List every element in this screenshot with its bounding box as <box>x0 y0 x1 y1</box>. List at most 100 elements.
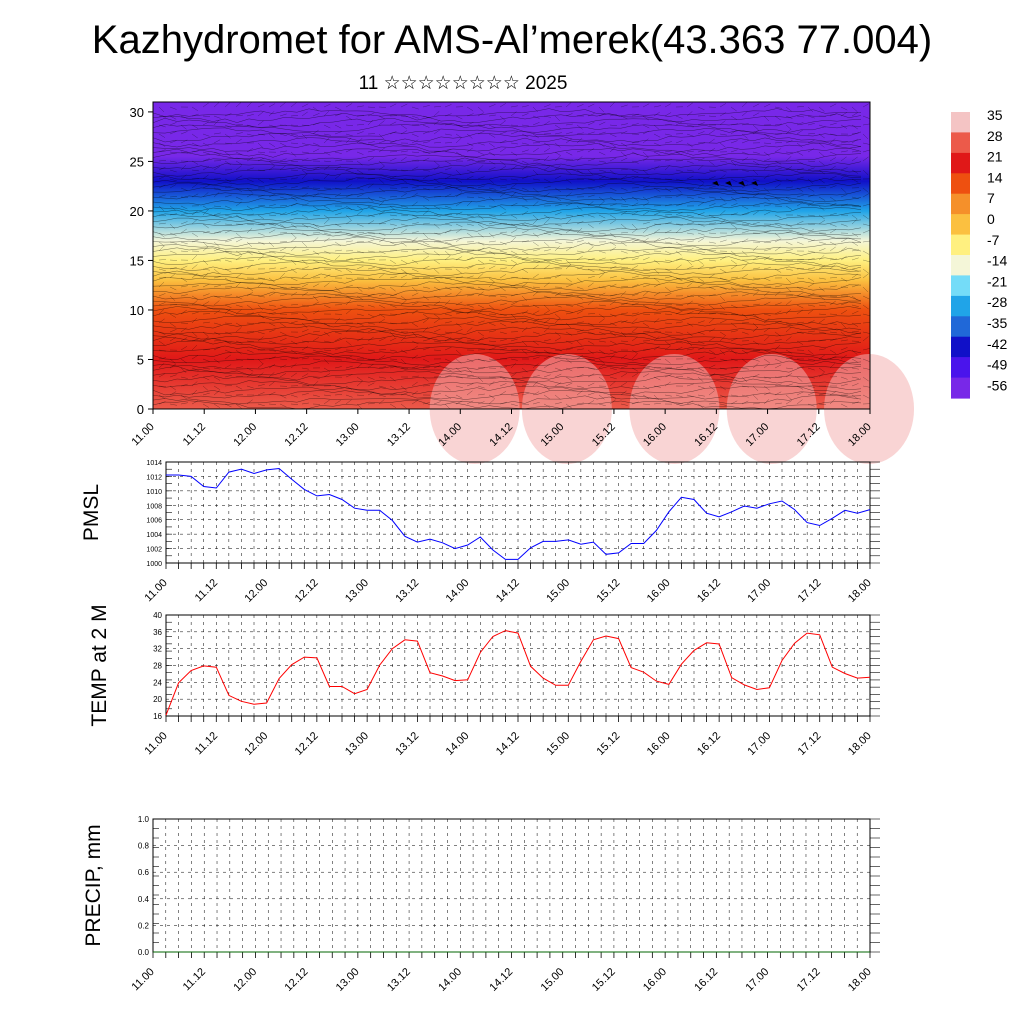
wind-barb <box>444 193 452 198</box>
wind-barb <box>257 313 264 319</box>
wind-barb <box>323 196 331 199</box>
colorbar-label: -35 <box>987 315 1007 331</box>
wind-barb <box>862 187 869 193</box>
wind-barb <box>411 186 419 189</box>
wind-barb <box>477 376 484 383</box>
wind-barb <box>411 375 419 378</box>
wind-barb <box>587 367 595 370</box>
wind-barb <box>818 331 826 334</box>
wind-barb <box>213 115 221 119</box>
wind-barb <box>565 294 573 297</box>
wind-barb <box>213 346 221 351</box>
wind-barb <box>587 300 594 306</box>
wind-barb <box>202 336 209 342</box>
wind-barb <box>631 318 638 324</box>
wind-barb <box>719 112 727 117</box>
wind-barb <box>367 119 374 126</box>
wind-barb <box>169 140 177 144</box>
wind-barb <box>466 232 473 238</box>
wind-barb <box>697 295 705 299</box>
wind-barb <box>378 267 386 270</box>
wind-barb <box>521 240 529 243</box>
wind-barb <box>400 223 408 226</box>
wind-barb <box>499 250 507 253</box>
wind-barb <box>246 167 254 171</box>
wind-barb <box>235 151 243 156</box>
wind-barb <box>565 123 573 126</box>
wind-barb <box>422 241 430 246</box>
wind-barb <box>653 313 662 315</box>
wind-barb <box>488 114 496 117</box>
wind-barb <box>587 187 595 190</box>
wind-barb <box>664 103 672 108</box>
wind-barb <box>433 401 441 405</box>
wind-barb <box>356 223 364 227</box>
wind-barb <box>785 259 794 261</box>
wind-barb <box>631 228 638 234</box>
wind-barb <box>708 169 716 172</box>
wind-barb <box>202 231 210 234</box>
wind-barb <box>862 385 870 388</box>
wind-barb <box>334 347 342 351</box>
wind-barb <box>433 223 440 229</box>
wind-barb <box>708 304 715 310</box>
wind-barb <box>609 394 617 399</box>
wind-barb <box>620 175 628 180</box>
wind-barb <box>345 394 353 398</box>
wind-barb <box>290 213 298 216</box>
wind-barb <box>576 374 584 378</box>
wind-barb <box>576 348 584 351</box>
wind-barb <box>301 111 308 117</box>
wind-barb <box>785 140 793 144</box>
wind-barb <box>268 250 276 254</box>
wind-barb <box>389 241 397 246</box>
x-tick-label: 11.00 <box>130 421 157 448</box>
wind-barb <box>631 373 639 378</box>
wind-barb <box>785 205 793 210</box>
wind-barb <box>389 214 397 217</box>
wind-barb <box>169 286 177 291</box>
wind-barb <box>334 293 342 297</box>
wind-barb <box>763 151 770 157</box>
wind-barb <box>543 185 551 189</box>
wind-barb <box>180 115 188 119</box>
wind-barb <box>741 349 748 355</box>
wind-barb <box>620 250 628 254</box>
wind-barb <box>697 142 706 144</box>
wind-barb <box>389 286 396 292</box>
wind-barb <box>521 160 529 164</box>
wind-barb <box>191 133 198 139</box>
wind-barb <box>268 391 276 396</box>
wind-barb <box>268 304 276 307</box>
wind-barb <box>851 232 859 237</box>
wind-barb <box>455 249 463 252</box>
colorbar-swatch <box>951 377 970 399</box>
wind-barb <box>565 202 573 207</box>
wind-barb <box>741 264 748 270</box>
wind-barb <box>356 403 363 410</box>
wind-barb <box>422 304 430 308</box>
wind-barb <box>191 264 198 270</box>
y-axis-title: TEMP at 2 M <box>88 604 111 726</box>
wind-barb <box>290 124 299 126</box>
colorbar-swatch <box>951 193 970 215</box>
streamline <box>152 390 862 400</box>
wind-barb <box>290 246 297 252</box>
wind-barb <box>642 284 650 288</box>
wind-barb <box>752 178 760 182</box>
wind-barb <box>279 272 286 279</box>
wind-barb <box>818 348 826 351</box>
wind-barb <box>609 376 617 380</box>
wind-barb <box>180 124 187 130</box>
wind-barb <box>323 394 331 397</box>
wind-barb <box>301 357 309 360</box>
wind-barb <box>444 358 452 362</box>
wind-barb <box>411 231 419 234</box>
wind-barb <box>598 160 606 163</box>
wind-barb <box>796 232 804 236</box>
wind-barb <box>818 142 825 148</box>
wind-barb <box>169 160 177 163</box>
wind-barb <box>752 151 760 154</box>
wind-barb <box>697 265 705 270</box>
wind-barb <box>664 204 672 207</box>
